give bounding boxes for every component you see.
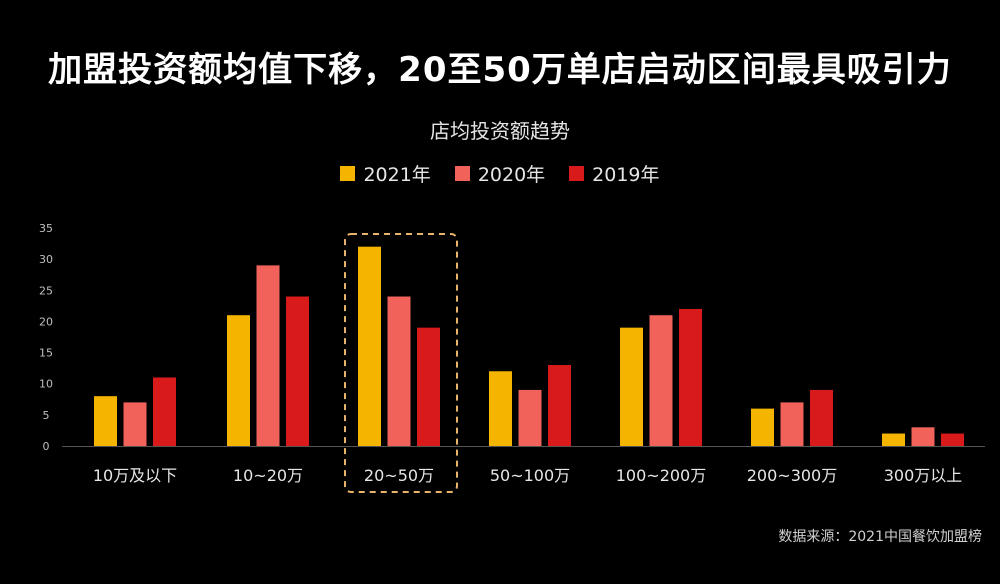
- y-tick-label: 0: [43, 440, 50, 453]
- bar-2021年-100~200万: [620, 327, 643, 446]
- legend-swatch-2019: [569, 166, 585, 181]
- bar-2019年-10~20万: [286, 296, 309, 446]
- legend-item-2021: 2021年: [340, 160, 431, 187]
- headline: 加盟投资额均值下移，20至50万单店启动区间最具吸引力: [48, 50, 952, 90]
- legend-label-2021: 2021年: [363, 164, 431, 186]
- bar-2020年-50~100万: [518, 389, 542, 446]
- legend-item-2020: 2020年: [454, 160, 546, 187]
- bar-2021年-20~50万: [358, 246, 381, 446]
- bar-2020年-100~200万: [649, 315, 673, 446]
- x-category-label: 200~300万: [747, 466, 838, 485]
- y-tick-label: 15: [39, 347, 53, 360]
- bar-2020年-300万以上: [911, 427, 935, 446]
- legend-item-2019: 2019年: [569, 160, 660, 187]
- bar-2020年-20~50万: [387, 296, 411, 446]
- x-category-label: 300万以上: [884, 466, 963, 485]
- bar-2019年-200~300万: [810, 389, 833, 446]
- legend-label-2019: 2019年: [592, 164, 660, 186]
- legend-label-2020: 2020年: [477, 164, 546, 186]
- bar-2019年-50~100万: [548, 365, 571, 446]
- legend-swatch-2020: [454, 166, 470, 181]
- chart-title: 店均投资额趋势: [430, 119, 570, 143]
- x-category-label: 20~50万: [364, 466, 434, 485]
- bar-2020年-10万及以下: [123, 402, 147, 446]
- legend-swatch-2021: [340, 166, 356, 181]
- x-category-label: 50~100万: [490, 466, 570, 485]
- y-tick-label: 10: [39, 378, 53, 391]
- bar-2021年-10万及以下: [94, 396, 117, 446]
- bar-2019年-100~200万: [679, 308, 702, 446]
- x-category-label: 100~200万: [616, 466, 707, 485]
- bar-2020年-10~20万: [256, 265, 280, 446]
- bar-2021年-50~100万: [489, 371, 512, 446]
- y-tick-label: 5: [43, 409, 50, 422]
- y-tick-label: 25: [39, 284, 53, 297]
- bar-2020年-200~300万: [780, 402, 804, 446]
- bar-2019年-20~50万: [417, 327, 440, 446]
- x-category-label: 10~20万: [233, 466, 303, 485]
- bar-2021年-200~300万: [751, 408, 774, 446]
- y-tick-label: 35: [39, 222, 53, 235]
- highlight-box: [344, 233, 458, 493]
- bar-2019年-10万及以下: [153, 377, 176, 446]
- bar-2021年-10~20万: [227, 315, 250, 446]
- bar-2019年-300万以上: [941, 433, 964, 446]
- data-source-note: 数据来源：2021中国餐饮加盟榜: [778, 529, 982, 545]
- y-tick-label: 20: [39, 315, 53, 328]
- x-category-label: 10万及以下: [93, 466, 177, 485]
- y-tick-label: 30: [39, 253, 53, 266]
- legend: 2021年 2020年 2019年: [0, 160, 1000, 187]
- bar-2021年-300万以上: [882, 433, 905, 446]
